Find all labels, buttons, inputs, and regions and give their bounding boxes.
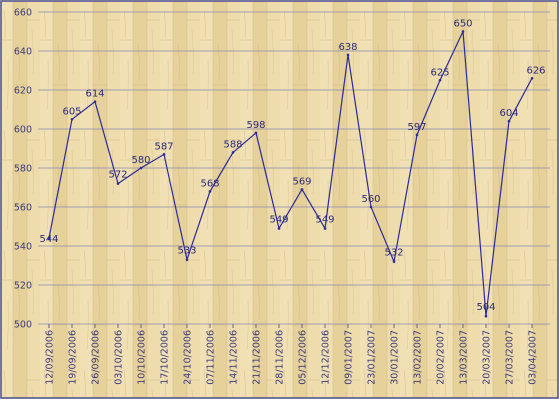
x-tick-label: 23/01/2007	[367, 330, 378, 385]
x-tick-label: 30/01/2007	[390, 330, 401, 385]
y-tick-label: 540	[14, 242, 32, 253]
data-point	[162, 153, 166, 156]
data-point	[415, 133, 419, 137]
x-tick-label: 05/12/2006	[298, 330, 309, 385]
data-point	[484, 314, 488, 318]
data-point	[116, 182, 120, 185]
data-label: 614	[85, 89, 104, 100]
x-tick-label: 07/11/2006	[206, 330, 217, 385]
data-label: 549	[315, 214, 334, 225]
data-point	[185, 258, 189, 261]
data-point	[70, 117, 74, 121]
data-point	[231, 151, 235, 154]
data-point	[139, 166, 143, 170]
x-tick-label: 03/10/2006	[114, 330, 125, 385]
data-point	[323, 227, 327, 230]
data-point	[254, 131, 258, 135]
data-label: 604	[499, 108, 518, 119]
y-tick-label: 580	[14, 164, 32, 175]
data-point	[530, 77, 534, 80]
data-label: 638	[338, 42, 357, 53]
data-label: 626	[526, 65, 545, 76]
data-point	[461, 30, 465, 33]
x-tick-label: 27/03/2007	[505, 330, 516, 385]
y-tick-label: 520	[14, 281, 32, 292]
data-label: 549	[269, 214, 288, 225]
data-label: 605	[62, 106, 81, 117]
x-tick-label: 13/02/2007	[413, 330, 424, 385]
x-tick-label: 17/10/2006	[160, 330, 171, 385]
data-label: 544	[39, 234, 58, 245]
y-tick-label: 560	[14, 203, 32, 214]
data-point	[300, 188, 304, 191]
data-label: 504	[476, 302, 495, 313]
data-point	[346, 53, 350, 57]
x-tick-label: 10/10/2006	[137, 330, 148, 385]
data-point	[507, 119, 511, 123]
y-tick-label: 600	[14, 125, 32, 136]
x-tick-label: 09/01/2007	[344, 330, 355, 385]
data-label: 587	[154, 141, 173, 152]
series-line	[48, 29, 533, 317]
data-point	[438, 78, 442, 82]
data-point	[208, 190, 212, 193]
data-point	[392, 260, 396, 263]
data-point	[277, 227, 281, 230]
x-tick-label: 12/09/2006	[45, 330, 56, 385]
x-tick-label: 24/10/2006	[183, 330, 194, 385]
data-label: 588	[223, 139, 242, 150]
data-label: 532	[384, 248, 403, 259]
x-tick-label: 20/02/2007	[436, 330, 447, 385]
x-tick-label: 21/11/2006	[252, 330, 263, 385]
data-labels: 544 605 614 572 580 587 533 568 588 598 549 569 549 6…	[39, 19, 545, 314]
data-label: 625	[430, 67, 449, 78]
x-tick-label: 12/12/2006	[321, 330, 332, 385]
data-label: 569	[292, 176, 311, 187]
data-series	[47, 29, 534, 318]
y-tick-label: 620	[14, 86, 32, 97]
x-tick-label: 20/03/2007	[482, 330, 493, 385]
data-label: 597	[407, 122, 426, 133]
x-tick-label: 14/11/2006	[229, 330, 240, 385]
data-label: 598	[246, 120, 265, 131]
data-label: 533	[177, 246, 196, 257]
y-tick-label: 500	[14, 320, 32, 331]
x-tick-label: 03/04/2007	[528, 330, 539, 385]
data-label: 572	[108, 170, 127, 181]
x-tick-label: 28/11/2006	[275, 330, 286, 385]
data-point	[47, 236, 51, 240]
data-label: 560	[361, 194, 380, 205]
y-tick-label: 660	[14, 8, 32, 19]
x-tick-label: 13/03/2007	[459, 330, 470, 385]
data-point	[93, 100, 97, 103]
data-label: 568	[200, 178, 219, 189]
x-axis-ticks: 12/09/2006 19/09/2006 26/09/2006 03/10/2006…	[45, 324, 539, 385]
data-label: 650	[453, 19, 472, 30]
x-tick-label: 19/09/2006	[68, 330, 79, 385]
data-point	[369, 205, 373, 209]
y-axis-ticks: 500 520 540 560 580 600 620 640 660	[14, 8, 32, 331]
gridlines	[38, 11, 550, 325]
data-label: 580	[131, 155, 150, 166]
x-tick-label: 26/09/2006	[91, 330, 102, 385]
y-tick-label: 640	[14, 47, 32, 58]
